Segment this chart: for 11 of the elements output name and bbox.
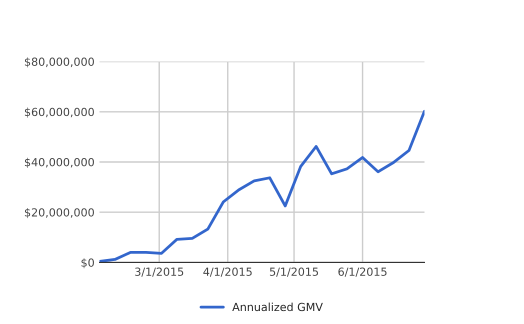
x-tick-label: 6/1/2015 — [338, 267, 387, 277]
x-tick-label: 5/1/2015 — [270, 267, 318, 277]
y-tick-label: $20,000,000 — [24, 208, 94, 218]
legend-label: Annualized GMV — [232, 302, 323, 312]
y-tick-label: $60,000,000 — [24, 108, 94, 118]
x-tick-label: 4/1/2015 — [203, 267, 252, 277]
y-tick-label: $40,000,000 — [24, 158, 94, 168]
x-tick-label: 3/1/2015 — [135, 267, 184, 277]
y-tick-label: $80,000,000 — [24, 57, 94, 68]
line-series — [100, 110, 424, 262]
y-tick-label: $0 — [81, 258, 94, 268]
